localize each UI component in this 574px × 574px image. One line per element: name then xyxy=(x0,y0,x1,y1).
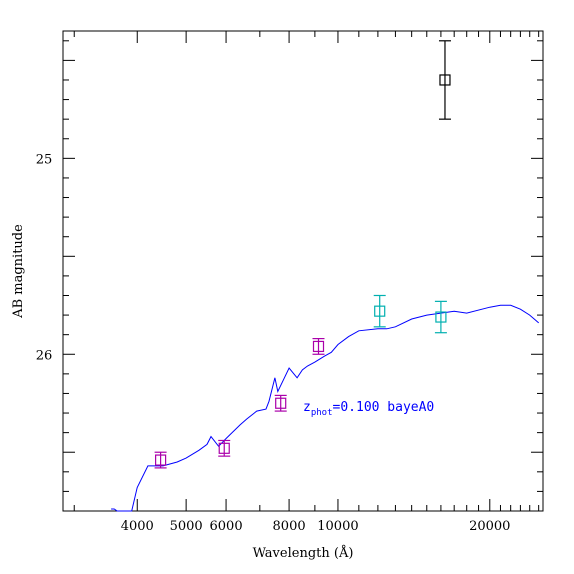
point-marker xyxy=(218,442,230,454)
x-tick-label: 6000 xyxy=(210,519,243,534)
plot-frame xyxy=(62,30,544,512)
photometry-point xyxy=(312,337,325,355)
axis-ticks xyxy=(63,31,543,512)
point-marker xyxy=(275,397,287,409)
x-axis-title: Wavelength (Å) xyxy=(253,545,354,561)
photometry-point xyxy=(154,451,167,469)
photometry-point xyxy=(434,300,447,334)
x-tick-label: 10000 xyxy=(317,519,358,534)
x-tick-label: 4000 xyxy=(121,519,154,534)
photometry-point xyxy=(438,40,451,120)
point-marker xyxy=(435,311,447,323)
x-tick-labels: 4000 5000 6000 8000 10000 20000 xyxy=(121,519,511,534)
photometric-redshift-annotation: zphot=0.100 bayeA0 xyxy=(303,400,434,418)
point-marker xyxy=(439,74,451,86)
y-tick-labels: 25 26 xyxy=(36,152,53,363)
data-points xyxy=(154,40,451,469)
y-axis-title: AB magnitude xyxy=(11,224,26,319)
photometry-point xyxy=(218,439,231,457)
y-tick-label: 26 xyxy=(36,348,53,363)
x-tick-label: 8000 xyxy=(273,519,306,534)
photometry-point xyxy=(274,394,287,412)
point-marker xyxy=(155,454,167,466)
point-marker xyxy=(312,340,325,353)
y-tick-label: 25 xyxy=(36,152,53,167)
x-tick-label: 20000 xyxy=(469,519,510,534)
x-tick-label: 5000 xyxy=(170,519,203,534)
photometry-point xyxy=(373,294,386,328)
point-marker xyxy=(374,305,386,317)
